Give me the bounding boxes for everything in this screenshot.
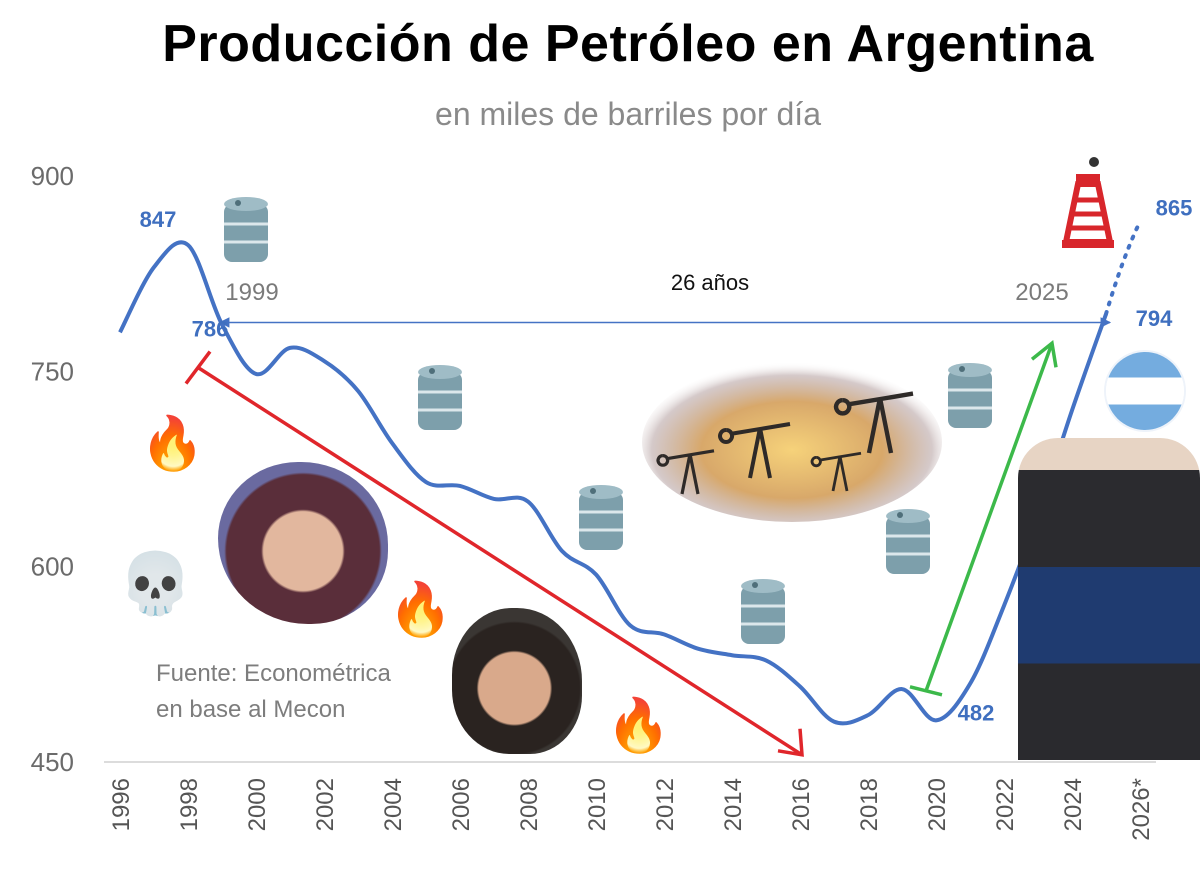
data-label: 794 — [1136, 306, 1173, 331]
span-end-label: 2025 — [1015, 279, 1068, 306]
span-start-label: 1999 — [225, 279, 278, 306]
fire-icon: 🔥 — [140, 415, 205, 473]
x-tick-label: 2020 — [924, 778, 951, 831]
x-tick-label: 2022 — [992, 778, 1019, 831]
oilfield-photo — [642, 362, 942, 522]
oil-barrel-icon — [948, 363, 992, 428]
x-tick-label: 2008 — [516, 778, 543, 831]
portrait-photo-man-ypf — [1018, 438, 1200, 760]
series-line-production — [118, 240, 1108, 726]
chart-subtitle: en miles de barriles por día — [435, 96, 821, 132]
decline-arrow-tail — [184, 350, 212, 385]
rise-arrow-head — [1030, 340, 1058, 368]
skull-icon: 💀 — [118, 550, 193, 617]
pumpjack-icon — [810, 451, 862, 492]
rise-arrow — [924, 342, 1054, 692]
y-tick-label: 600 — [31, 552, 74, 582]
decline-arrow-head — [777, 728, 804, 757]
x-tick-label: 2004 — [380, 778, 407, 831]
oil-barrel-icon — [224, 197, 268, 262]
chart-title: Producción de Petróleo en Argentina — [162, 15, 1094, 73]
data-label: 786 — [192, 316, 229, 341]
x-tick-label: 2018 — [856, 778, 883, 831]
data-label: 847 — [140, 207, 177, 232]
x-tick-label: 2000 — [244, 778, 271, 831]
x-tick-label: 1996 — [108, 778, 135, 831]
oil-barrel-icon — [886, 509, 930, 574]
portrait-photo-man — [452, 608, 582, 754]
x-tick-label: 1998 — [176, 778, 203, 831]
oil-rig-icon — [1062, 157, 1114, 248]
argentina-flag-icon — [1106, 352, 1184, 430]
y-tick-label: 750 — [31, 356, 74, 386]
x-tick-label: 2012 — [652, 778, 679, 831]
pumpjack-icon — [833, 391, 914, 454]
x-tick-label: 2014 — [720, 778, 747, 831]
x-tick-label: 2006 — [448, 778, 475, 831]
portrait-photo-woman — [218, 462, 388, 624]
y-tick-label: 900 — [31, 161, 74, 191]
series-line-projection — [1104, 219, 1142, 317]
oil-barrel-icon — [418, 365, 462, 430]
pumpjack-icon — [718, 422, 791, 479]
oil-barrel-icon — [579, 485, 623, 550]
x-tick-label: 2002 — [312, 778, 339, 831]
data-label: 865 — [1156, 196, 1193, 221]
x-tick-label: 2016 — [788, 778, 815, 831]
source-note: Fuente: Econométrica en base al Mecon — [156, 660, 391, 723]
fire-icon: 🔥 — [606, 697, 671, 755]
decline-arrow — [197, 366, 803, 757]
span-label: 26 años — [671, 270, 749, 295]
oil-barrel-icon — [741, 579, 785, 644]
y-tick-label: 450 — [31, 747, 74, 777]
x-tick-label: 2026* — [1128, 778, 1155, 841]
pumpjack-icon — [656, 449, 715, 495]
x-tick-label: 2010 — [584, 778, 611, 831]
data-label: 482 — [958, 700, 995, 725]
x-tick-label: 2024 — [1060, 778, 1087, 831]
fire-icon: 🔥 — [388, 581, 453, 639]
rise-arrow-tail — [909, 685, 943, 697]
